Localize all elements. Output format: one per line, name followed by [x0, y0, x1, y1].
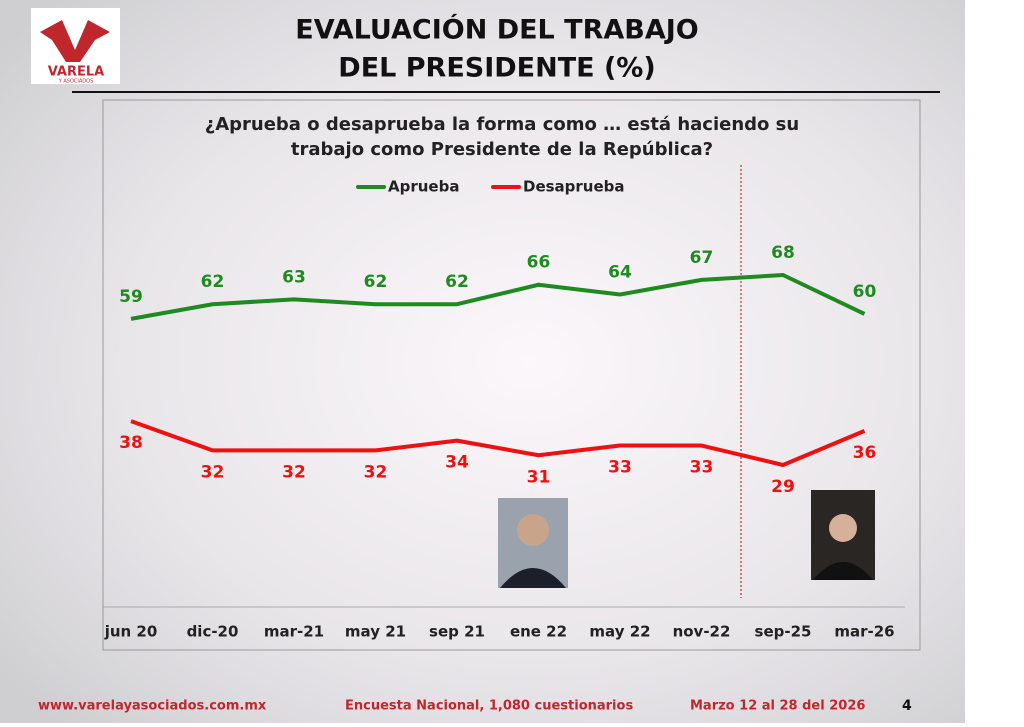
photo	[498, 498, 568, 588]
data-label: 67	[690, 248, 714, 268]
logo-tagline: Y ASOCIADOS	[58, 79, 94, 85]
logo: VARELA Y ASOCIADOS	[31, 8, 120, 85]
data-label: 32	[282, 462, 306, 482]
logo-box	[31, 8, 120, 84]
subtitle: ¿Aprueba o desaprueba la forma como … es…	[205, 114, 799, 135]
data-label: 31	[527, 467, 551, 487]
title: DEL PRESIDENTE (%)	[338, 53, 655, 84]
logo-name: VARELA	[48, 65, 104, 80]
data-label: 34	[445, 453, 469, 473]
photo-face	[517, 514, 549, 546]
series-line	[130, 273, 866, 321]
data-label: 64	[608, 262, 632, 282]
data-label: 29	[771, 477, 795, 497]
legend-label: Desaprueba	[523, 178, 625, 196]
data-label: 68	[771, 243, 795, 263]
data-label: 60	[853, 282, 877, 302]
data-label: 36	[853, 443, 877, 463]
margin	[965, 0, 1024, 723]
data-label: 59	[119, 287, 143, 307]
series-line	[130, 419, 866, 467]
data-label: 32	[364, 462, 388, 482]
legend-label: Aprueba	[388, 178, 459, 196]
photo-body	[813, 562, 873, 580]
x-tick-label: mar-26	[834, 623, 894, 641]
data-label: 62	[364, 272, 388, 292]
data-label: 33	[690, 458, 714, 478]
logo-mark	[40, 20, 110, 62]
data-label: 38	[119, 433, 143, 453]
data-label: 32	[201, 462, 225, 482]
x-tick-label: nov-22	[673, 623, 731, 641]
data-label: 62	[445, 272, 469, 292]
subtitle: trabajo como Presidente de la República?	[291, 139, 713, 160]
data-label: 33	[608, 458, 632, 478]
footer-survey: Encuesta Nacional, 1,080 cuestionarios	[345, 699, 633, 714]
title: EVALUACIÓN DEL TRABAJO	[295, 14, 698, 46]
footer-dates: Marzo 12 al 28 del 2026	[690, 699, 865, 714]
x-tick-label: sep-25	[755, 623, 812, 641]
x-tick-label: jun 20	[104, 623, 158, 641]
x-tick-label: sep 21	[429, 623, 485, 641]
page-number: 4	[902, 698, 912, 714]
data-label: 62	[201, 272, 225, 292]
chart-frame	[102, 99, 921, 651]
x-tick-label: dic-20	[187, 623, 239, 641]
footer-website: www.varelayasociados.com.mx	[38, 699, 267, 714]
background	[0, 0, 965, 723]
x-tick-label: ene 22	[510, 623, 567, 641]
x-tick-label: may 22	[589, 623, 650, 641]
x-tick-label: mar-21	[264, 623, 324, 641]
data-label: 66	[527, 253, 551, 273]
photo	[811, 490, 875, 580]
x-tick-label: may 21	[345, 623, 406, 641]
photo-face	[829, 514, 857, 542]
data-label: 63	[282, 267, 306, 287]
photo-body	[500, 568, 566, 588]
